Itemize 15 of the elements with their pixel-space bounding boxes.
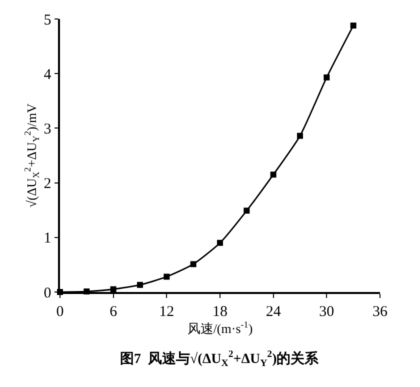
- y-tick-label: 1: [44, 230, 52, 247]
- y-tick-label: 3: [44, 121, 52, 138]
- y-tick-label: 4: [44, 66, 52, 83]
- x-tick-label: 36: [372, 304, 388, 320]
- x-tick-label: 24: [266, 304, 282, 320]
- x-axis-title: 风速/(m·s$^{-1}$): [187, 320, 253, 336]
- text: 图7 风速与√(ΔU$_{X}$$^{2}$+ΔU$_{Y}$$^{2}$)的关系: [120, 349, 320, 369]
- x-tick-label: 18: [212, 304, 228, 320]
- y-tick-label: 2: [44, 176, 52, 192]
- x-tick-label: 6: [110, 304, 118, 320]
- y-tick-label: 0: [44, 285, 52, 302]
- x-tick-label: 0: [56, 304, 64, 320]
- x-tick-label: 30: [319, 304, 334, 320]
- y-tick-label: 5: [44, 12, 52, 28]
- x-tick-label: 12: [159, 304, 174, 320]
